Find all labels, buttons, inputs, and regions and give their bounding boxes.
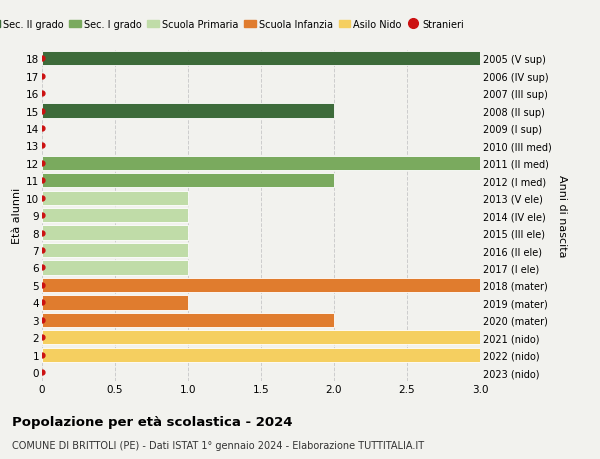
Bar [42,191,188,206]
Bar [42,313,334,327]
Bar [42,296,188,310]
Bar [42,208,188,223]
Bar [42,348,480,362]
Text: Popolazione per età scolastica - 2024: Popolazione per età scolastica - 2024 [12,415,293,428]
Text: COMUNE DI BRITTOLI (PE) - Dati ISTAT 1° gennaio 2024 - Elaborazione TUTTITALIA.I: COMUNE DI BRITTOLI (PE) - Dati ISTAT 1° … [12,440,424,450]
Bar [42,243,188,257]
Legend: Sec. II grado, Sec. I grado, Scuola Primaria, Scuola Infanzia, Asilo Nido, Stran: Sec. II grado, Sec. I grado, Scuola Prim… [0,16,467,34]
Bar [42,330,480,345]
Bar [42,52,480,66]
Bar [42,261,188,275]
Bar [42,157,480,171]
Y-axis label: Età alunni: Età alunni [12,188,22,244]
Bar [42,278,480,292]
Bar [42,226,188,240]
Y-axis label: Anni di nascita: Anni di nascita [557,174,567,257]
Bar [42,174,334,188]
Bar [42,104,334,118]
